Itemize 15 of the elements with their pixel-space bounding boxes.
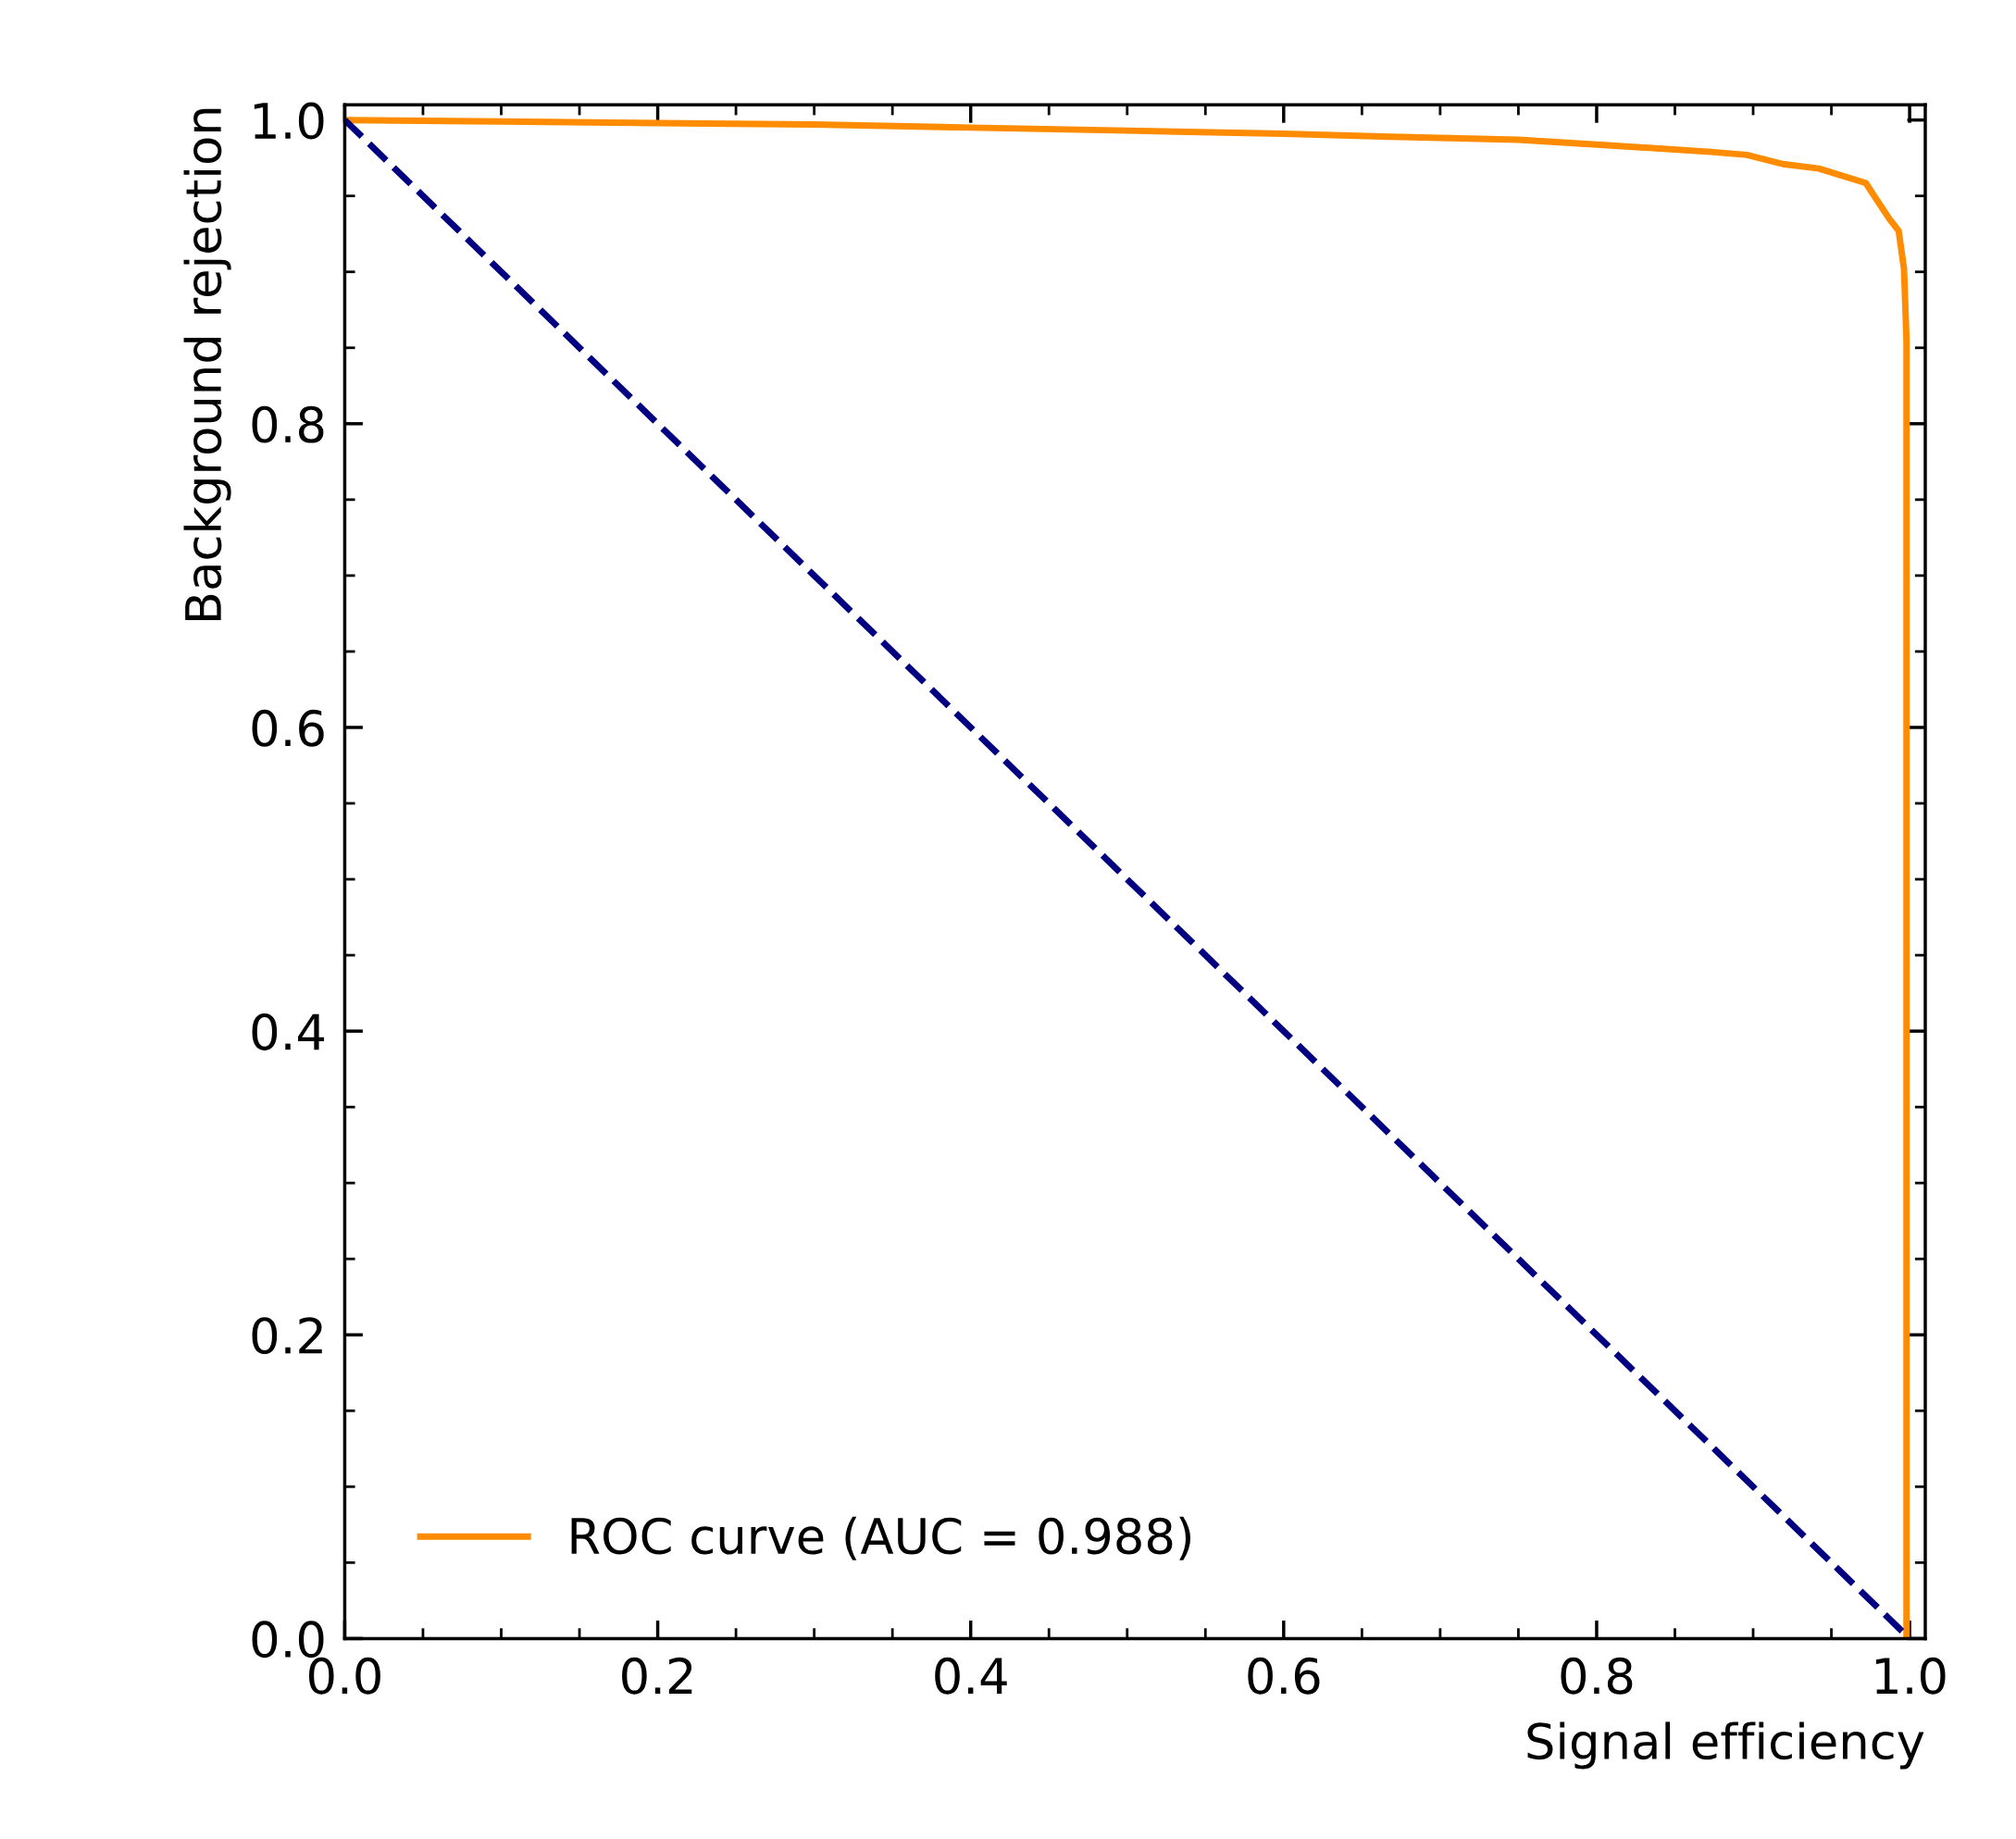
x-tick-label: 0.8	[1561, 1657, 1633, 1695]
y-tick-label: 0.0	[252, 1621, 324, 1659]
x-tick-label: 0.4	[935, 1657, 1007, 1695]
x-tick-label: 1.0	[1875, 1657, 1946, 1695]
x-tick-label: 0.2	[622, 1657, 692, 1695]
x-axis-title: Signal efficiency	[1527, 1721, 1924, 1770]
x-tick-label: 0.0	[308, 1657, 380, 1695]
y-axis-title: Background rejection	[183, 108, 231, 620]
y-tick-label: 0.2	[252, 1317, 322, 1355]
y-tick-label: 0.6	[252, 709, 324, 747]
y-tick-label: 0.8	[252, 405, 324, 443]
legend-label: ROC curve (AUC = 0.988)	[571, 1516, 1191, 1560]
y-tick-label: 1.0	[254, 102, 324, 140]
x-tick-label: 0.6	[1248, 1657, 1320, 1695]
y-tick-label: 0.4	[252, 1013, 325, 1050]
